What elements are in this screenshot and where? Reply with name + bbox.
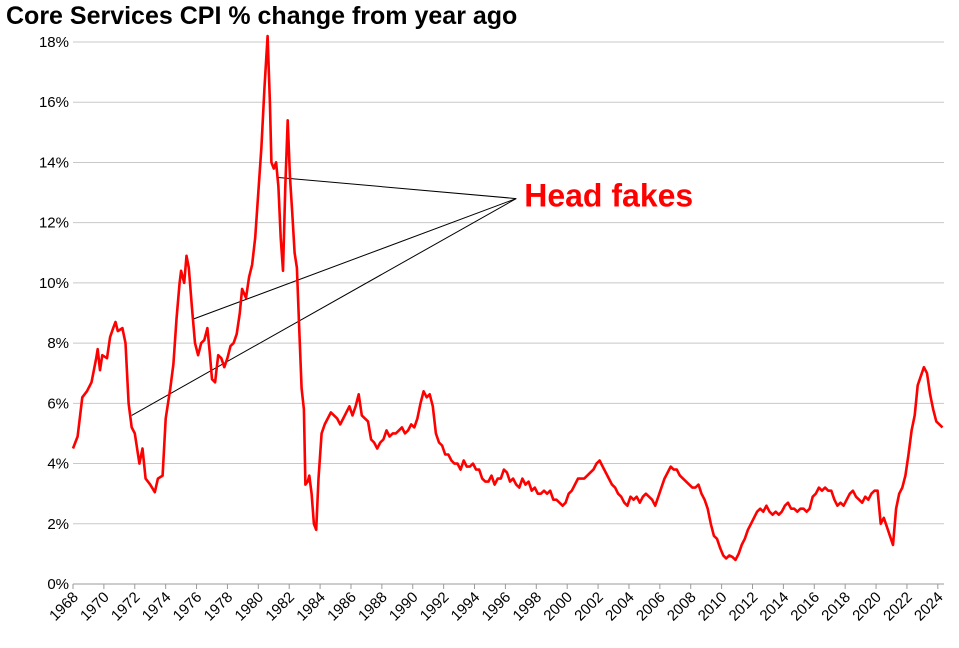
y-tick-label: 12% (39, 215, 69, 232)
annotation-text: Head fakes (524, 178, 693, 214)
x-tick-label: 2020 (849, 589, 885, 625)
y-tick-label: 2% (47, 516, 69, 533)
y-tick-label: 6% (47, 395, 69, 412)
y-tick-label: 18% (39, 34, 69, 51)
x-tick-label: 2006 (633, 589, 669, 625)
chart-title: Core Services CPI % change from year ago (6, 2, 518, 30)
x-tick-label: 2022 (880, 589, 916, 625)
annotation-pointers (131, 177, 517, 416)
y-axis: 0% 2% 4% 6% 8% 10% 12% 14% 16% 18% (39, 34, 69, 593)
x-tick-label: 2008 (664, 589, 700, 625)
x-tick-label: 2000 (540, 589, 576, 625)
x-tick-label: 1982 (262, 589, 298, 625)
annotation-pointer-line (131, 198, 517, 416)
x-tick-label: 1978 (201, 589, 237, 625)
series-line (71, 34, 944, 562)
x-tick-label: 1968 (46, 589, 82, 625)
x-tick-label: 2012 (726, 589, 762, 625)
x-tick-label: 1984 (293, 589, 329, 625)
gridlines (73, 41, 944, 525)
x-axis: 1968197019721974197619781980198219841986… (46, 583, 947, 625)
x-tick-label: 1976 (170, 589, 206, 625)
y-tick-label: 4% (47, 456, 69, 473)
x-tick-label: 1992 (417, 589, 453, 625)
y-tick-label: 14% (39, 154, 69, 171)
x-tick-label: 2014 (757, 589, 793, 625)
y-tick-label: 16% (39, 94, 69, 111)
y-tick-label: 0% (47, 576, 69, 593)
x-tick-label: 1998 (510, 589, 546, 625)
x-tick-label: 2010 (695, 589, 731, 625)
y-tick-label: 10% (39, 275, 69, 292)
x-tick-label: 1996 (479, 589, 515, 625)
x-tick-label: 1988 (355, 589, 391, 625)
y-tick-label: 8% (47, 335, 69, 352)
x-tick-label: 1974 (139, 589, 175, 625)
x-tick-label: 2016 (787, 589, 823, 625)
x-tick-label: 2002 (571, 589, 607, 625)
x-tick-label: 1972 (108, 589, 144, 625)
annotation-pointer-line (278, 177, 517, 200)
series-group (71, 34, 944, 562)
x-tick-label: 1986 (324, 589, 360, 625)
x-tick-label: 2018 (818, 589, 854, 625)
x-tick-label: 1994 (448, 589, 484, 625)
x-tick-label: 2004 (602, 589, 638, 625)
x-tick-label: 1980 (232, 589, 268, 625)
x-tick-label: 1990 (386, 589, 422, 625)
annotation-group: Head fakes (524, 178, 693, 214)
x-tick-label: 1970 (77, 589, 113, 625)
annotation-pointer-line (193, 198, 517, 320)
x-tick-label: 2024 (911, 589, 947, 625)
